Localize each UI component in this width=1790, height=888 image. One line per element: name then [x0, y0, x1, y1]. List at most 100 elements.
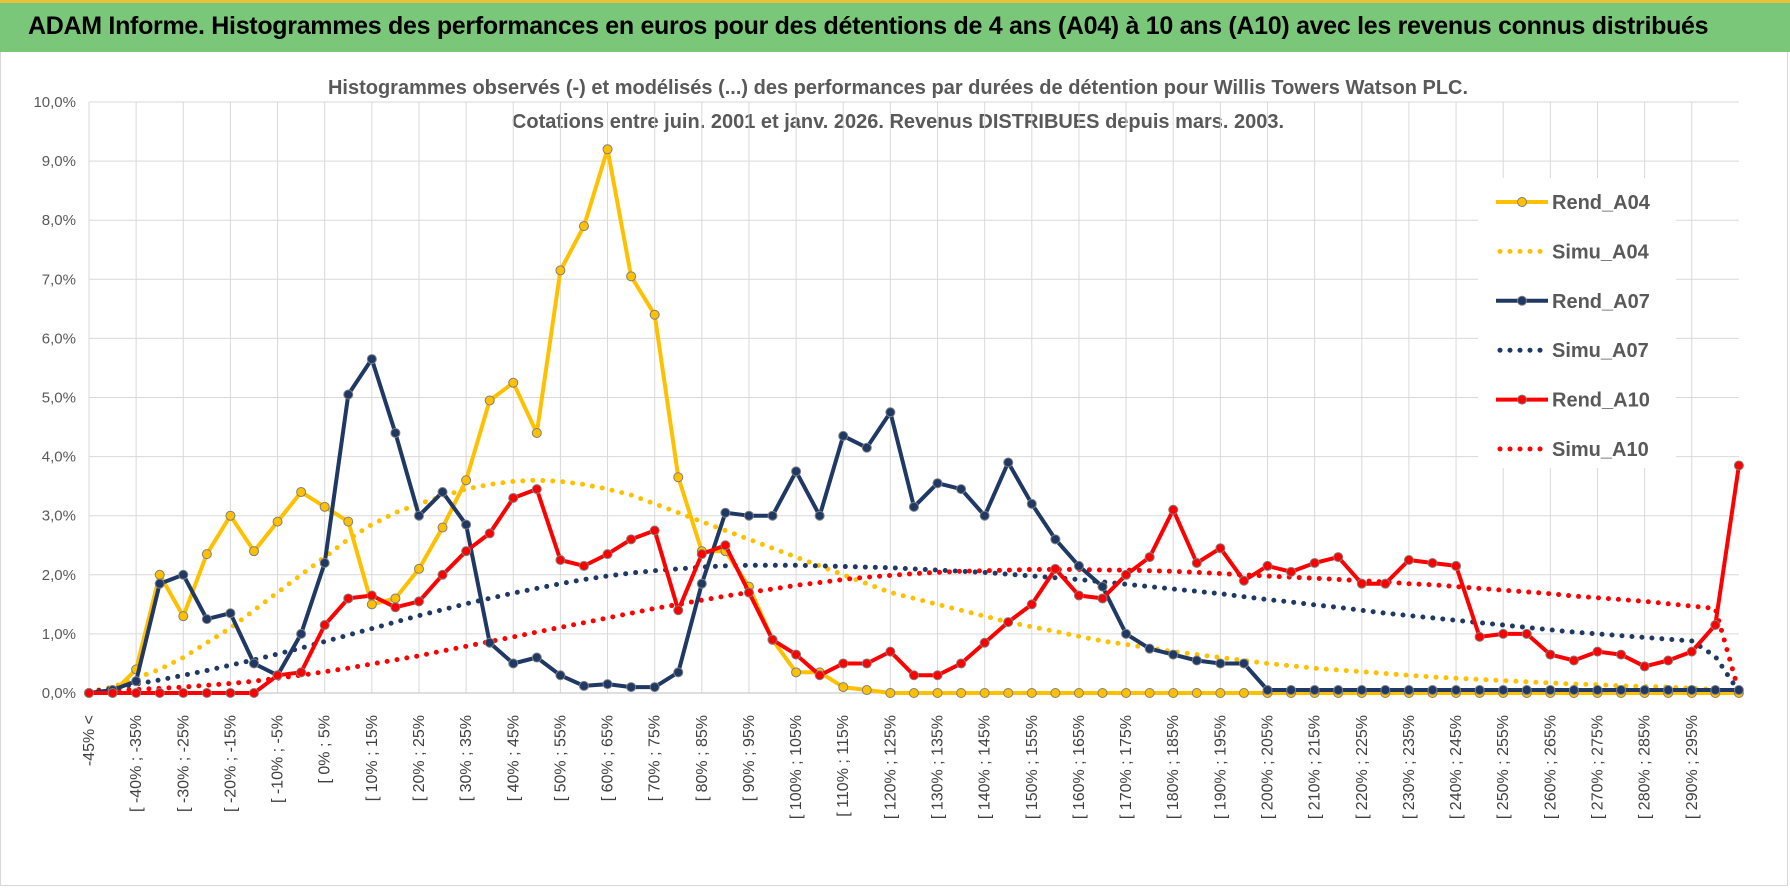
legend-marker-Rend_A10: [1517, 394, 1527, 405]
data-point-Rend_A07: [673, 667, 684, 678]
data-point-Rend_A04: [1121, 688, 1132, 698]
x-tick-label: [ 120% ; 125%: [882, 715, 899, 819]
data-point-Rend_A04: [461, 475, 472, 486]
data-point-Rend_A10: [131, 688, 142, 698]
x-tick-label: [ 250% ; 255%: [1495, 715, 1512, 819]
data-point-Rend_A04: [626, 271, 637, 282]
data-point-Rend_A10: [1451, 560, 1462, 571]
data-point-Rend_A07: [1498, 685, 1509, 696]
data-point-Rend_A10: [1121, 569, 1132, 580]
data-point-Rend_A07: [838, 430, 849, 441]
x-tick-label: [ -20% ; -15%: [222, 715, 239, 812]
data-point-Rend_A07: [437, 487, 448, 498]
page-title: ADAM Informe. Histogrammes des performan…: [28, 12, 1709, 40]
data-point-Rend_A07: [743, 510, 754, 521]
x-tick-label: [ 80% ; 85%: [694, 715, 711, 801]
data-point-Rend_A04: [413, 563, 424, 574]
data-point-Rend_A07: [201, 614, 212, 625]
series-line-Simu_A07: [86, 562, 1742, 695]
data-point-Rend_A07: [1003, 457, 1014, 468]
data-point-Rend_A07: [979, 510, 990, 521]
data-point-Rend_A04: [1215, 688, 1226, 698]
data-point-Rend_A10: [1403, 555, 1414, 566]
data-point-Rend_A07: [413, 510, 424, 521]
x-tick-label: [ 20% ; 25%: [411, 715, 428, 801]
data-point-Rend_A10: [838, 658, 849, 669]
data-point-Rend_A10: [1380, 578, 1391, 589]
data-point-Rend_A07: [1238, 658, 1249, 669]
x-tick-label: [ 70% ; 75%: [647, 715, 664, 801]
data-point-Rend_A07: [1144, 643, 1155, 654]
data-point-Rend_A10: [413, 596, 424, 607]
data-point-Rend_A07: [1097, 581, 1108, 592]
data-point-Rend_A04: [1097, 688, 1108, 698]
x-tick-label: [ 160% ; 165%: [1071, 715, 1088, 819]
data-point-Rend_A07: [1545, 685, 1556, 696]
data-point-Rend_A10: [578, 560, 589, 571]
data-point-Rend_A07: [366, 354, 377, 365]
x-tick-label: [ 60% ; 65%: [600, 715, 617, 801]
data-point-Rend_A10: [1521, 628, 1532, 639]
data-point-Rend_A04: [178, 611, 189, 622]
data-point-Rend_A04: [225, 510, 236, 521]
data-point-Rend_A07: [814, 510, 825, 521]
x-tick-label: [ 230% ; 235%: [1401, 715, 1418, 819]
data-point-Rend_A10: [1592, 646, 1603, 657]
data-point-Rend_A10: [791, 649, 802, 660]
x-tick-label: [ 190% ; 195%: [1212, 715, 1229, 819]
chart-title-line2: Cotations entre juin. 2001 et janv. 2026…: [512, 111, 1284, 133]
data-point-Rend_A10: [555, 555, 566, 566]
legend-label-Rend_A04: Rend_A04: [1552, 192, 1651, 214]
data-point-Rend_A07: [1592, 685, 1603, 696]
x-tick-label: [ 290% ; 295%: [1684, 715, 1701, 819]
data-point-Rend_A07: [626, 682, 637, 693]
legend-label-Rend_A10: Rend_A10: [1552, 390, 1650, 412]
data-point-Rend_A07: [932, 478, 943, 489]
legend-label-Simu_A10: Simu_A10: [1552, 439, 1649, 461]
x-tick-label: [ 170% ; 175%: [1118, 715, 1135, 819]
data-point-Rend_A10: [319, 620, 330, 631]
data-point-Rend_A10: [696, 549, 707, 560]
data-point-Rend_A07: [861, 442, 872, 453]
data-point-Rend_A07: [248, 658, 259, 669]
data-point-Rend_A04: [791, 667, 802, 678]
data-point-Rend_A04: [272, 516, 283, 527]
data-point-Rend_A10: [814, 670, 825, 681]
data-point-Rend_A10: [1050, 563, 1061, 574]
data-point-Rend_A10: [1356, 578, 1367, 589]
y-tick-label: 8,0%: [42, 212, 76, 229]
y-tick-label: 9,0%: [42, 153, 76, 170]
data-point-Rend_A10: [1639, 661, 1650, 672]
data-point-Rend_A04: [932, 688, 943, 698]
x-tick-label: [ 220% ; 225%: [1354, 715, 1371, 819]
data-point-Rend_A07: [696, 578, 707, 589]
data-point-Rend_A07: [154, 578, 165, 589]
legend: Rend_A04 Simu_A04 Rend_A07 Simu_A07 Rend_A10…: [1478, 178, 1676, 468]
y-tick-label: 7,0%: [42, 271, 76, 288]
data-point-Rend_A10: [1215, 543, 1226, 554]
data-point-Rend_A10: [1710, 620, 1721, 631]
data-point-Rend_A04: [979, 688, 990, 698]
data-point-Rend_A07: [1521, 685, 1532, 696]
x-tick-label: [ 240% ; 245%: [1448, 715, 1465, 819]
x-tick-label: [ 200% ; 205%: [1260, 715, 1277, 819]
data-point-Rend_A10: [1309, 557, 1320, 568]
x-tick-label: [ 150% ; 155%: [1024, 715, 1041, 819]
x-tick-label: [ -10% ; -5%: [270, 715, 287, 803]
data-point-Rend_A04: [508, 377, 519, 388]
data-point-Rend_A10: [461, 546, 472, 557]
data-point-Rend_A10: [1003, 617, 1014, 628]
data-point-Rend_A10: [178, 688, 189, 698]
x-tick-label: [ 110% ; 115%: [835, 715, 852, 817]
data-point-Rend_A04: [1073, 688, 1084, 698]
data-point-Rend_A04: [1144, 688, 1155, 698]
data-point-Rend_A07: [1639, 685, 1650, 696]
data-point-Rend_A10: [908, 670, 919, 681]
x-axis: -45% < [ -40% ; -35% [ -30% ; -25% [ -20% ;…: [81, 692, 1739, 819]
data-point-Rend_A07: [1191, 655, 1202, 666]
data-point-Rend_A10: [84, 688, 94, 698]
data-point-Rend_A04: [343, 516, 354, 527]
series-line-Simu_A04: [86, 477, 1742, 695]
x-tick-label: [ 210% ; 215%: [1307, 715, 1324, 819]
